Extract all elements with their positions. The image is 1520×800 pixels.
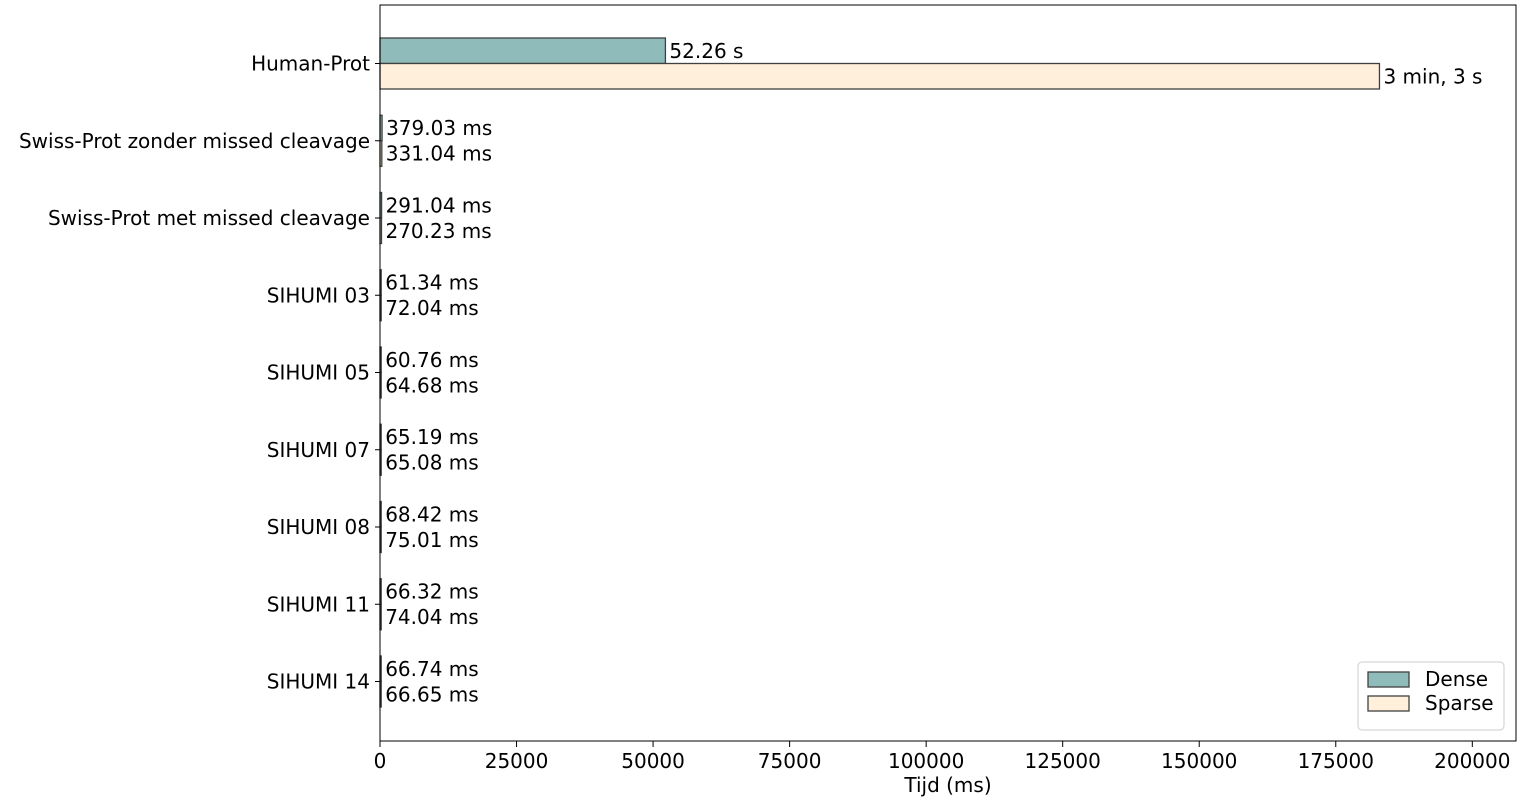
category-label: SIHUMI 14 (267, 670, 370, 694)
bar-value-label: 3 min, 3 s (1383, 64, 1482, 88)
x-tick-label: 200000 (1434, 749, 1510, 773)
bar-value-label: 75.01 ms (385, 528, 479, 552)
y-axis: Human-Prot Swiss-Prot zonder missed cleav… (19, 52, 380, 694)
bars-layer (379, 37, 1381, 708)
bar-value-label: 65.08 ms (385, 451, 479, 475)
x-tick-label: 25000 (485, 749, 549, 773)
category-label: SIHUMI 03 (267, 283, 370, 307)
category-label: SIHUMI 08 (267, 515, 370, 539)
legend-label-dense: Dense (1425, 667, 1488, 691)
bar-value-label: 65.19 ms (385, 425, 479, 449)
category-label: SIHUMI 07 (267, 438, 370, 462)
x-tick-label: 175000 (1298, 749, 1374, 773)
bar-value-label: 52.26 s (669, 39, 743, 63)
category-label: Human-Prot (251, 52, 370, 76)
category-label: SIHUMI 11 (267, 592, 370, 616)
legend-label-sparse: Sparse (1425, 691, 1494, 715)
bar-value-label: 72.04 ms (385, 296, 479, 320)
x-tick-label: 125000 (1025, 749, 1101, 773)
bar-dense (379, 37, 667, 65)
bar-value-label: 60.76 ms (385, 348, 479, 372)
category-label: Swiss-Prot met missed cleavage (48, 206, 370, 230)
bar-value-label: 61.34 ms (385, 271, 479, 295)
bar-value-label: 66.74 ms (385, 657, 479, 681)
bar-value-label: 64.68 ms (385, 373, 479, 397)
bar-value-label: 74.04 ms (385, 605, 479, 629)
category-label: SIHUMI 05 (267, 361, 370, 385)
bar-sparse (379, 62, 1381, 90)
x-tick-label: 75000 (758, 749, 822, 773)
x-axis-title: Tijd (ms) (903, 773, 991, 797)
bar-value-label: 68.42 ms (385, 502, 479, 526)
x-tick-label: 100000 (888, 749, 964, 773)
x-tick-label: 50000 (621, 749, 685, 773)
bar-value-label: 66.65 ms (385, 682, 479, 706)
x-axis: 0 25000 50000 75000 100000 125000 150000 175000… (374, 741, 1510, 773)
x-tick-label: 150000 (1161, 749, 1237, 773)
legend-swatch-sparse (1367, 695, 1410, 712)
category-label: Swiss-Prot zonder missed cleavage (19, 129, 370, 153)
legend-swatch-dense (1367, 671, 1410, 688)
x-tick-label: 0 (374, 749, 387, 773)
bar-value-label: 331.04 ms (386, 142, 492, 166)
bar-value-label: 379.03 ms (386, 116, 492, 140)
bar-value-label: 291.04 ms (386, 193, 492, 217)
bar-value-label: 66.32 ms (385, 580, 479, 604)
bar-value-label: 270.23 ms (385, 219, 491, 243)
plot-frame (379, 4, 1517, 742)
